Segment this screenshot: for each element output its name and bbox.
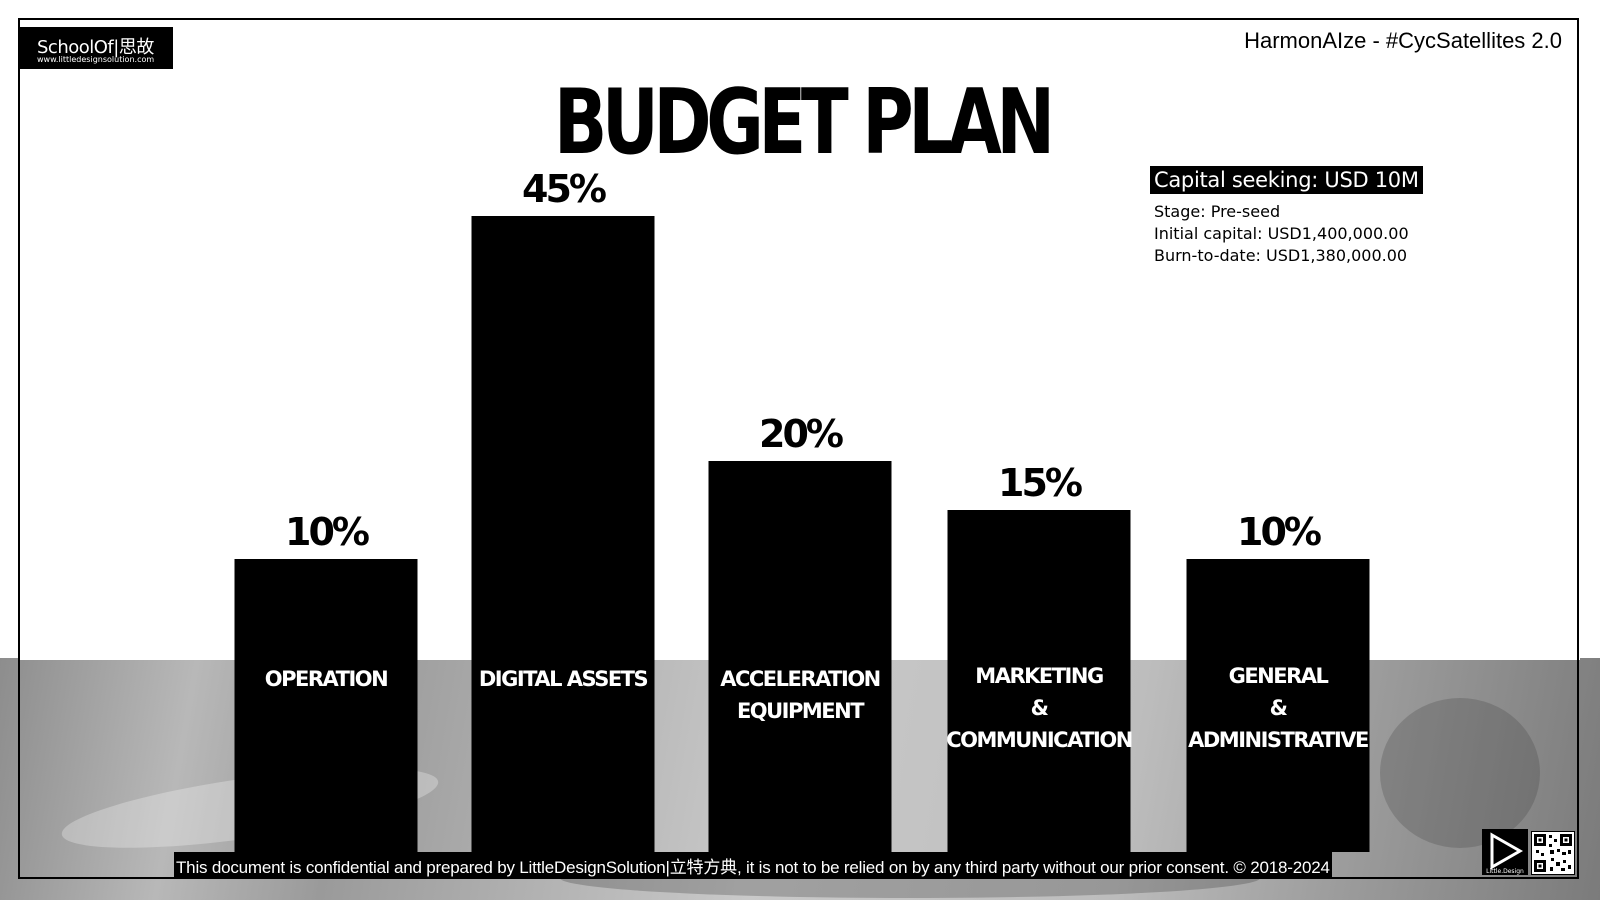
value-label-2: 20% — [759, 412, 843, 456]
logo-text: SchoolOf|思故 — [37, 37, 154, 58]
play-icon: Little.Design — [1486, 832, 1524, 875]
burn-to-date-text: Burn-to-date: USD1,380,000.00 — [1154, 246, 1408, 265]
value-label-1: 45% — [522, 167, 606, 211]
category-label-0-0: OPERATION — [265, 667, 387, 691]
category-label-3-1: & — [1031, 696, 1049, 720]
logo-url: www.littledesignsolution.com — [37, 55, 155, 64]
bar-1 — [471, 216, 655, 852]
bar-4 — [1186, 559, 1370, 852]
capital-seeking-badge: Capital seeking: USD 10M — [1150, 166, 1423, 194]
little-design-logo: Little.Design — [1482, 829, 1528, 875]
qr-code-icon — [1531, 831, 1575, 875]
brand-logo: SchoolOf|思故 www.littledesignsolution.com — [19, 27, 173, 69]
value-label-3: 15% — [998, 461, 1082, 505]
category-label-3-0: MARKETING — [975, 664, 1103, 688]
page-title: BUDGET PLAN — [553, 70, 1055, 175]
photo-texture — [1380, 698, 1540, 848]
value-label-0: 10% — [285, 510, 369, 554]
value-label-4: 10% — [1237, 510, 1321, 554]
category-label-1-0: DIGITAL ASSETS — [479, 667, 648, 691]
qr-pattern — [1534, 834, 1572, 872]
confidentiality-footer: This document is confidential and prepar… — [174, 852, 1332, 879]
category-label-4-1: & — [1270, 696, 1288, 720]
category-label-4-2: ADMINISTRATIVE — [1188, 728, 1368, 752]
stage-text: Stage: Pre-seed — [1154, 202, 1281, 221]
category-label-3-2: COMMUNICATION — [946, 728, 1132, 752]
funding-details: Stage: Pre-seed Initial capital: USD1,40… — [1154, 201, 1409, 267]
category-label-4-0: GENERAL — [1229, 664, 1329, 688]
bar-2 — [708, 461, 892, 852]
category-label-2-0: ACCELERATION — [720, 667, 880, 691]
category-label-2-1: EQUIPMENT — [737, 699, 865, 723]
project-name: HarmonAIze - #CycSatellites 2.0 — [1244, 28, 1562, 53]
play-logo-text: Little.Design — [1486, 868, 1524, 875]
bar-0 — [234, 559, 418, 852]
initial-capital-text: Initial capital: USD1,400,000.00 — [1154, 224, 1409, 243]
bar-3 — [947, 510, 1131, 852]
